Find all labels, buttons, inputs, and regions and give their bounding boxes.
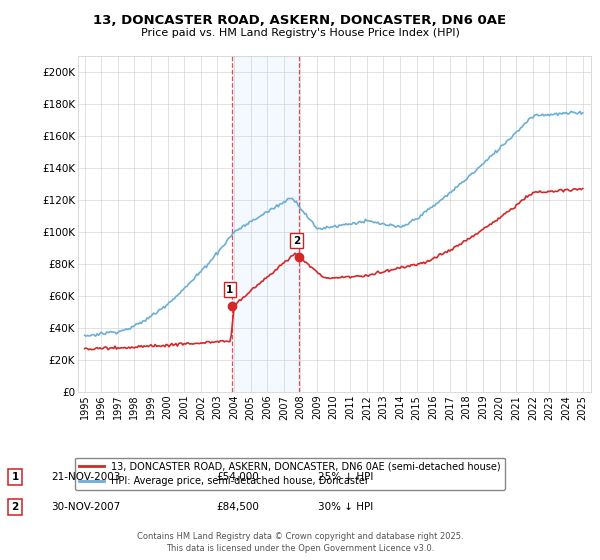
Text: Price paid vs. HM Land Registry's House Price Index (HPI): Price paid vs. HM Land Registry's House … [140,28,460,38]
Text: £54,000: £54,000 [216,472,259,482]
Text: 30% ↓ HPI: 30% ↓ HPI [318,502,373,512]
Text: 1: 1 [226,284,233,295]
Text: 2: 2 [11,502,19,512]
Bar [232,56,299,392]
Text: £84,500: £84,500 [216,502,259,512]
Text: 2: 2 [293,236,300,246]
Text: 30-NOV-2007: 30-NOV-2007 [51,502,120,512]
Text: 25% ↓ HPI: 25% ↓ HPI [318,472,373,482]
Text: Contains HM Land Registry data © Crown copyright and database right 2025.
This d: Contains HM Land Registry data © Crown c… [137,533,463,553]
Legend: 13, DONCASTER ROAD, ASKERN, DONCASTER, DN6 0AE (semi-detached house), HPI: Avera: 13, DONCASTER ROAD, ASKERN, DONCASTER, D… [76,458,505,490]
Text: 1: 1 [11,472,19,482]
Text: 21-NOV-2003: 21-NOV-2003 [51,472,121,482]
Text: 13, DONCASTER ROAD, ASKERN, DONCASTER, DN6 0AE: 13, DONCASTER ROAD, ASKERN, DONCASTER, D… [94,14,506,27]
